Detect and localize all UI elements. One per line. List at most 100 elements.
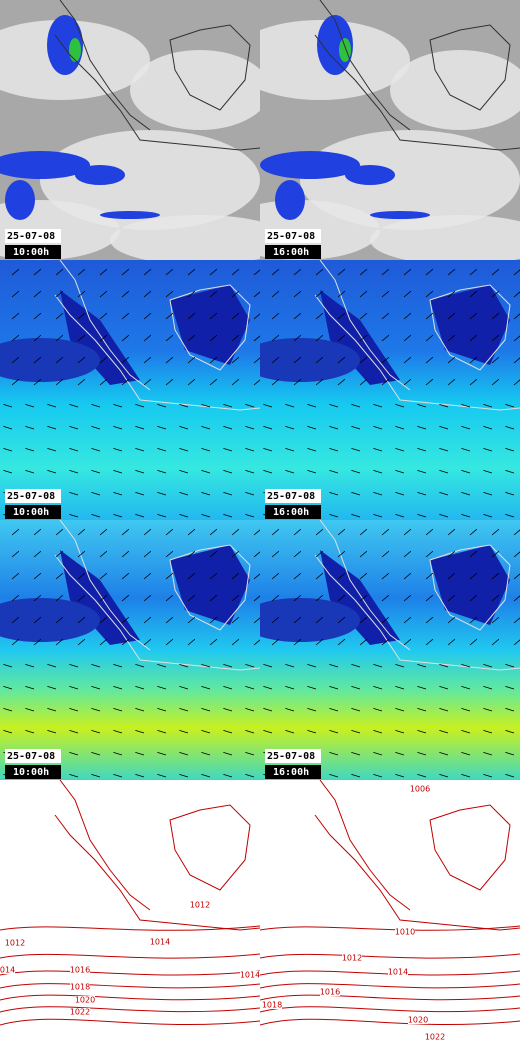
wind-arrow [157, 403, 167, 408]
wind-arrow [491, 290, 500, 298]
wind-arrow [403, 572, 412, 580]
wind-arrow [157, 513, 167, 518]
wind-arrow [307, 729, 317, 734]
wind-arrow [285, 425, 295, 430]
wind-arrow [425, 290, 434, 298]
wind-arrow [403, 268, 412, 276]
wind-arrow [157, 447, 167, 452]
wind-arrow [25, 685, 35, 690]
wind-arrow [33, 528, 42, 536]
wind-arrow [439, 663, 449, 668]
wind-arrow [403, 378, 412, 386]
isobar-label-bg [262, 1001, 282, 1009]
wind-arrow [99, 550, 108, 558]
isobar [260, 970, 520, 976]
wind-arrow [351, 425, 361, 430]
wind-arrow [469, 334, 478, 342]
wind-arrow [11, 334, 20, 342]
wind-arrow [91, 685, 101, 690]
wind-arrow [447, 356, 456, 364]
wind-arrow [491, 378, 500, 386]
wind-arrow [417, 773, 427, 778]
wind-arrow [395, 751, 405, 756]
wind-arrow [231, 378, 240, 386]
wind-arrow [165, 290, 174, 298]
wind-arrow [179, 707, 189, 712]
wind-arrow [329, 447, 339, 452]
wind-arrow [293, 572, 302, 580]
wind-arrow [33, 572, 42, 580]
time-box [5, 765, 61, 779]
wind-arrow [135, 491, 145, 496]
map-panel: 25-07-08 16:00h [260, 0, 520, 260]
wind-arrow [245, 773, 255, 778]
wind-arrow [209, 616, 218, 624]
wind-arrow [447, 268, 456, 276]
isobar-label: 1012 [190, 901, 210, 910]
low-speed [0, 338, 100, 382]
isobar [260, 994, 520, 1001]
wind-arrow [77, 268, 86, 276]
wind-arrow [55, 290, 64, 298]
wind-arrow [11, 356, 20, 364]
wind-arrow [425, 572, 434, 580]
wind-arrow [359, 312, 368, 320]
wind-arrow [77, 594, 86, 602]
wind-arrow [55, 378, 64, 386]
wind-arrow [69, 773, 79, 778]
wind-arrow [47, 447, 57, 452]
wind-arrow [293, 616, 302, 624]
wind-arrow [209, 312, 218, 320]
wind-arrow [253, 551, 260, 558]
date-label: 25-07-08 [267, 491, 315, 502]
wind-arrow [165, 312, 174, 320]
wind-arrow [381, 638, 390, 646]
wind-arrow [447, 594, 456, 602]
wind-arrow [245, 751, 255, 756]
wind-arrow [201, 707, 211, 712]
wind-arrow [307, 707, 317, 712]
wind-arrow [121, 290, 130, 298]
wind-arrow [315, 290, 324, 298]
date-label: 25-07-08 [267, 751, 315, 762]
time-box [5, 505, 61, 519]
wind-arrow [69, 513, 79, 518]
wind-arrow [373, 663, 383, 668]
wind-arrow [201, 425, 211, 430]
wind-arrow [25, 403, 35, 408]
wind-arrow [359, 290, 368, 298]
wind-arrow [403, 312, 412, 320]
wind-arrow [223, 469, 233, 474]
wind-arrow [55, 268, 64, 276]
wind-arrow [315, 638, 324, 646]
wind-arrow [403, 290, 412, 298]
wind-arrow [33, 638, 42, 646]
wind-arrow [447, 528, 456, 536]
wind-arrow [253, 379, 260, 386]
wind-arrow [359, 594, 368, 602]
wind-arrow [447, 572, 456, 580]
wind-arrow [33, 616, 42, 624]
wind-arrow [439, 729, 449, 734]
wind-arrow [143, 268, 152, 276]
wind-arrow [201, 751, 211, 756]
wind-arrow [293, 528, 302, 536]
wind-arrow [209, 290, 218, 298]
wind-arrow [135, 513, 145, 518]
wind-arrow [91, 403, 101, 408]
wind-arrow [417, 685, 427, 690]
wind-arrow [395, 513, 405, 518]
wind-arrow [483, 425, 493, 430]
wind-arrow [253, 617, 260, 624]
wind-arrow [165, 334, 174, 342]
wind-arrow [47, 425, 57, 430]
wind-arrow [25, 729, 35, 734]
wind-arrow [77, 356, 86, 364]
wind-arrow [381, 572, 390, 580]
wind-arrow [425, 356, 434, 364]
wind-arrow [135, 707, 145, 712]
isobar-label-bg [150, 938, 170, 946]
wind-arrow [395, 469, 405, 474]
wind-arrow [469, 312, 478, 320]
